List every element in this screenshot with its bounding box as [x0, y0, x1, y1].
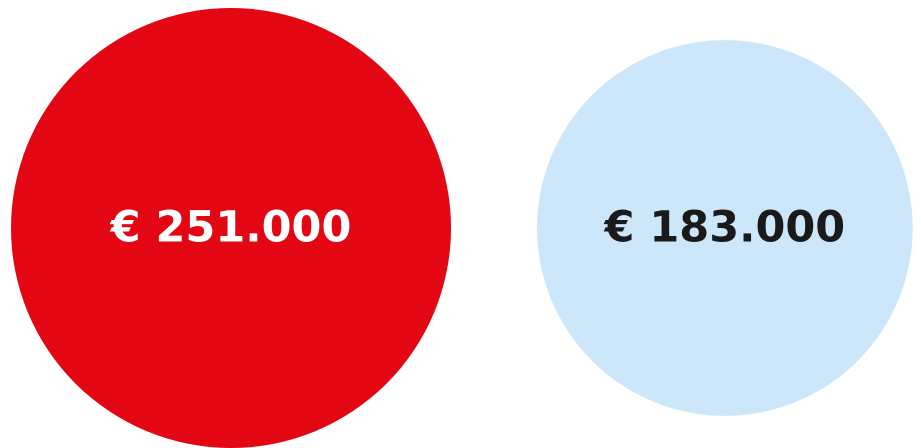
value-label: € 183.000: [603, 203, 845, 253]
value-label: € 251.000: [110, 203, 352, 253]
bubble: [537, 40, 913, 416]
bubble: [11, 8, 451, 448]
